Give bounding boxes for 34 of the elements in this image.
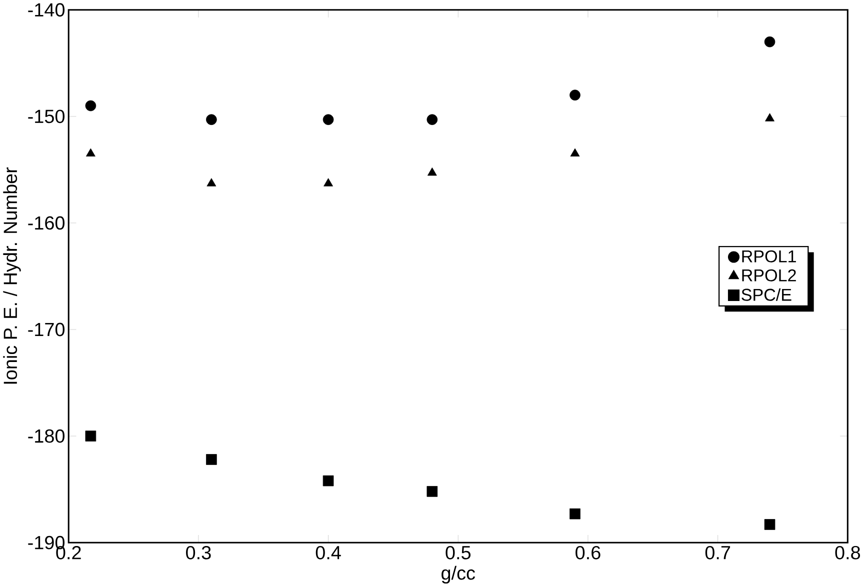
y-tick-label: -140 — [28, 3, 65, 17]
y-axis-title: Ionic P. E. / Hydr. Number — [3, 168, 21, 384]
point — [85, 100, 96, 112]
x-tick-label: 0.4 — [316, 546, 341, 560]
point — [86, 148, 96, 157]
y-tick-label: -160 — [28, 216, 65, 230]
point — [206, 114, 217, 126]
point — [426, 114, 438, 126]
point — [426, 486, 438, 498]
point — [206, 178, 216, 186]
x-tick-label: 0.7 — [705, 546, 730, 560]
point — [570, 508, 580, 520]
y-tick-label: -180 — [28, 430, 65, 443]
x-tick-label: 0.5 — [446, 546, 471, 560]
point — [764, 519, 776, 530]
legend-label: RPOL1 — [742, 250, 796, 263]
point — [570, 148, 580, 157]
y-tick-label: -170 — [28, 322, 65, 336]
point — [765, 113, 774, 122]
x-axis-title: g/cc — [442, 566, 476, 584]
x-tick-label: 0.8 — [835, 546, 860, 560]
point — [206, 454, 217, 466]
y-tick-label: -150 — [28, 110, 65, 124]
point — [324, 178, 333, 186]
point — [427, 168, 437, 176]
x-tick-label: 0.3 — [186, 546, 211, 560]
x-tick-label: 0.6 — [576, 546, 600, 560]
point — [570, 90, 580, 101]
legend-label: SPC/E — [742, 288, 792, 302]
point — [322, 476, 334, 486]
point — [322, 114, 334, 126]
point — [764, 36, 776, 48]
legend-label: RPOL2 — [742, 269, 796, 282]
point — [85, 430, 96, 442]
